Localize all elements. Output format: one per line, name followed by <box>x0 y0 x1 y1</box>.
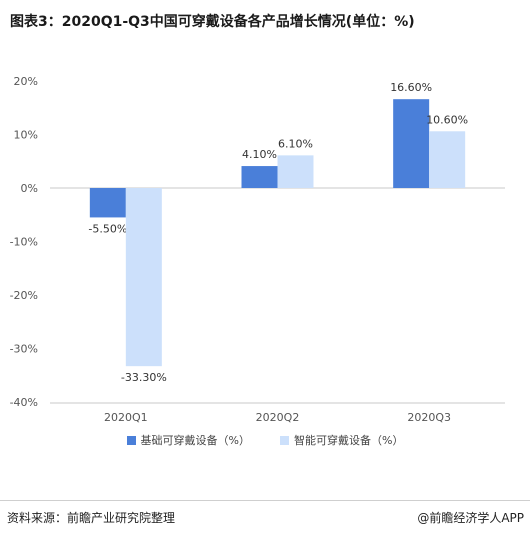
bar-chart: 20% 10% 0% -10% -20% -30% -40% 2020Q1 -5.50% -33.… <box>10 75 505 424</box>
bar-basic-2020Q3 <box>393 99 430 188</box>
legend-item-series1: 基础可穿戴设备（%） <box>126 432 250 448</box>
bar-basic-2020Q2 <box>241 166 278 188</box>
legend-item-series2: 智能可穿戴设备（%） <box>280 432 403 448</box>
legend-swatch-series2 <box>280 435 289 445</box>
data-label: -5.50% <box>88 222 127 235</box>
data-label: 4.10% <box>242 148 277 161</box>
x-tick-label: 2020Q2 <box>256 411 300 424</box>
footer: 资料来源：前瞻产业研究院整理 @前瞻经济学人APP <box>0 500 530 536</box>
data-label: 10.60% <box>426 113 468 126</box>
y-tick-label: 20% <box>14 75 38 88</box>
y-tick-label: -20% <box>10 289 38 302</box>
x-tick-label: 2020Q3 <box>407 411 451 424</box>
y-tick-label: 10% <box>14 129 38 142</box>
legend-label-series1: 基础可穿戴设备（%） <box>140 434 250 447</box>
y-tick-label: 0% <box>21 182 38 195</box>
legend-swatch-series1 <box>126 435 136 445</box>
chart-title: 图表3：2020Q1-Q3中国可穿戴设备各产品增长情况(单位：%) <box>10 14 415 30</box>
y-tick-label: -40% <box>10 396 38 409</box>
bar-basic-2020Q1 <box>89 188 126 218</box>
legend: 基础可穿戴设备（%） 智能可穿戴设备（%） <box>0 432 530 448</box>
bar-smart-2020Q3 <box>429 131 466 188</box>
source-note: 资料来源：前瞻产业研究院整理 <box>7 511 176 525</box>
brand-credit: @前瞻经济学人APP <box>417 511 524 525</box>
y-tick-label: -30% <box>10 343 38 356</box>
bar-smart-2020Q1 <box>125 188 162 367</box>
legend-label-series2: 智能可穿戴设备（%） <box>294 434 404 447</box>
data-label: 6.10% <box>278 137 313 150</box>
y-tick-label: -10% <box>10 236 38 249</box>
x-tick-label: 2020Q1 <box>104 411 148 424</box>
data-label: -33.30% <box>121 371 167 384</box>
bar-smart-2020Q2 <box>277 155 314 188</box>
data-label: 16.60% <box>390 81 432 94</box>
